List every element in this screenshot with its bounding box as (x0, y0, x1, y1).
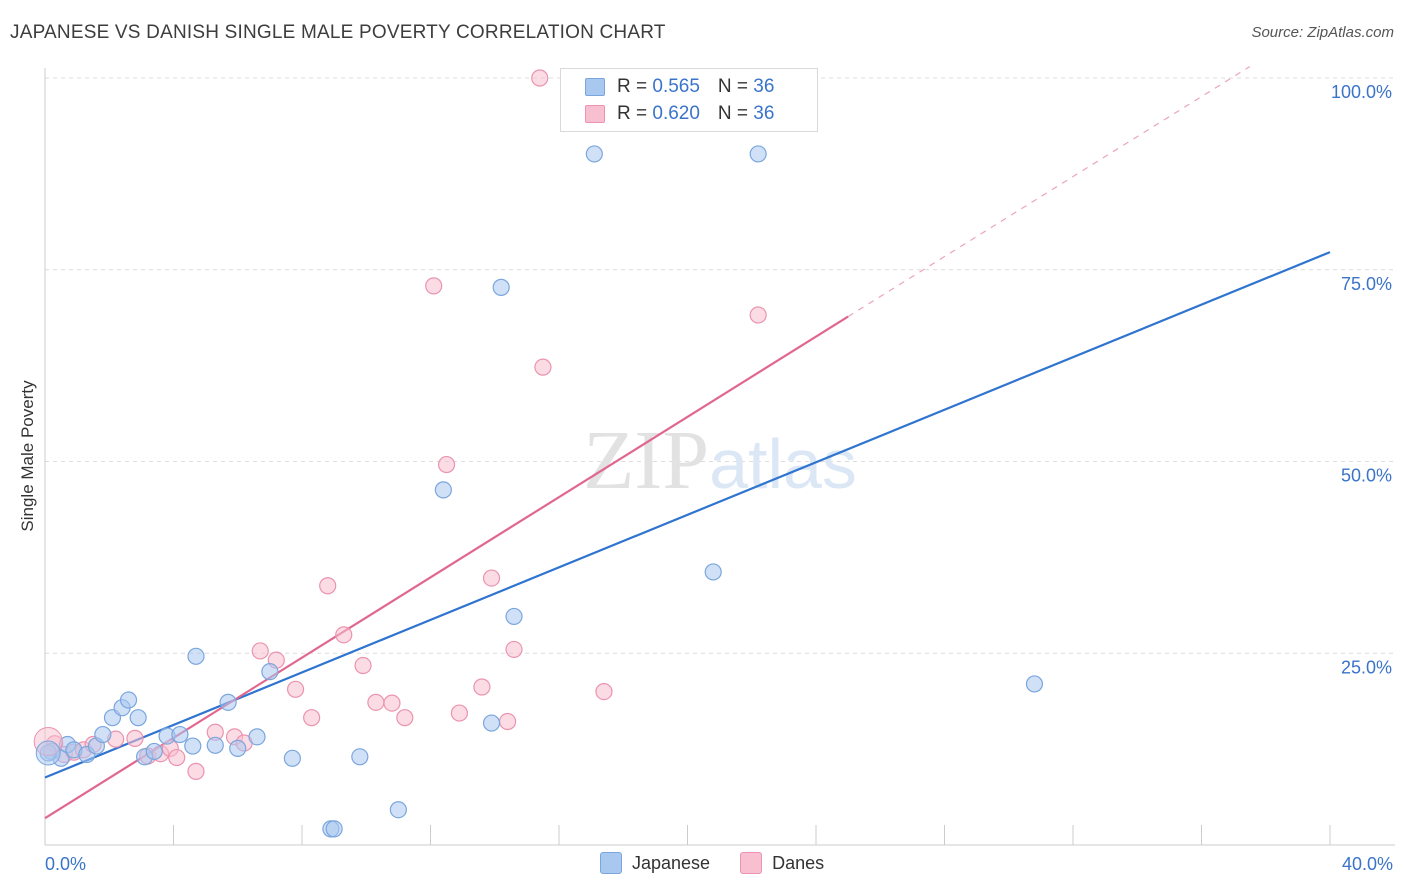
danes-point (450, 704, 469, 722)
japanese-point (482, 714, 501, 732)
japanese-point (505, 607, 523, 626)
stats-legend: R = 0.565 N = 36 R = 0.620 N = 36 (560, 68, 818, 132)
y-tick-label: 50.0% (1341, 466, 1392, 486)
danes-n-label: N = (717, 103, 754, 124)
japanese-point (585, 145, 603, 163)
japanese-point (145, 742, 163, 761)
danes-r-label: R = (617, 103, 653, 124)
points-layer (33, 69, 1044, 838)
danes-point (168, 748, 186, 767)
legend-item-danes: Danes (740, 852, 824, 874)
danes-point (251, 642, 269, 660)
japanese-n-value: 36 (753, 76, 775, 97)
japanese-point (219, 693, 237, 711)
danes-n-value: 36 (753, 103, 775, 124)
japanese-point (351, 748, 369, 766)
japanese-point (229, 739, 247, 757)
danes-point (126, 729, 144, 747)
chart-title: JAPANESE VS DANISH SINGLE MALE POVERTY C… (10, 22, 666, 43)
danes-point (499, 712, 517, 731)
japanese-point (94, 725, 112, 744)
danes-r-value: 0.620 (652, 103, 700, 124)
y-tick-label: 100.0% (1331, 82, 1392, 102)
japanese-point (187, 647, 205, 665)
japanese-point (248, 728, 266, 746)
danes-point (425, 277, 443, 295)
japanese-point (171, 725, 189, 744)
y-tick-label: 25.0% (1341, 657, 1392, 677)
danes-point (396, 709, 414, 727)
japanese-point (1025, 675, 1044, 693)
japanese-point (749, 145, 767, 163)
danes-point (595, 682, 613, 701)
japanese-point (492, 278, 510, 296)
danes-point (534, 358, 552, 376)
japanese-swatch (585, 78, 605, 96)
danes-point (531, 69, 549, 87)
japanese-point (206, 736, 224, 754)
japanese-trend-line (44, 251, 1331, 779)
series-legend: Japanese Danes (600, 852, 854, 874)
x-tick-label-max: 40.0% (1342, 854, 1393, 874)
legend-row-danes: R = 0.620 N = 36 (585, 101, 774, 127)
axes-layer (44, 68, 1395, 846)
danes-point (354, 656, 372, 675)
japanese-point-cluster (35, 740, 61, 766)
danes-legend-label: Danes (772, 852, 825, 873)
watermark-atlas: atlas (709, 425, 857, 503)
japanese-point (129, 709, 147, 727)
x-tick-label-min: 0.0% (45, 854, 86, 874)
source-label: Source: ZipAtlas.com (1251, 24, 1394, 41)
watermark: ZIPatlas (583, 414, 857, 507)
danes-point (303, 709, 321, 727)
japanese-point (325, 820, 343, 838)
japanese-point (119, 691, 138, 709)
japanese-point (434, 481, 452, 499)
danes-point (473, 678, 491, 696)
tick-labels-layer: 25.0% 50.0% 75.0% 100.0% 0.0% 40.0% (45, 82, 1393, 874)
danes-point (749, 306, 767, 324)
japanese-point (261, 663, 279, 681)
danes-point (335, 626, 353, 644)
japanese-point (389, 801, 407, 819)
y-tick-label: 75.0% (1341, 274, 1392, 294)
japanese-r-label: R = (617, 76, 653, 97)
japanese-r-value: 0.565 (652, 76, 700, 97)
japanese-point (704, 563, 722, 581)
danes-point (367, 693, 385, 711)
danes-point (187, 762, 205, 780)
danes-swatch (585, 105, 605, 123)
japanese-point (184, 737, 202, 755)
danes-point (482, 569, 501, 587)
danes-legend-swatch (740, 852, 763, 874)
japanese-n-label: N = (717, 76, 754, 97)
danes-point (505, 640, 523, 659)
legend-item-japanese: Japanese (600, 852, 710, 874)
danes-point (319, 577, 337, 595)
danes-point (286, 680, 305, 698)
japanese-legend-swatch (600, 852, 622, 874)
danes-trend-extension (847, 65, 1251, 318)
legend-row-japanese: R = 0.565 N = 36 (585, 74, 774, 100)
watermark-zip: ZIP (583, 414, 709, 507)
danes-point (437, 455, 456, 474)
japanese-legend-label: Japanese (632, 852, 711, 873)
japanese-point (283, 749, 301, 767)
danes-point (383, 694, 401, 712)
